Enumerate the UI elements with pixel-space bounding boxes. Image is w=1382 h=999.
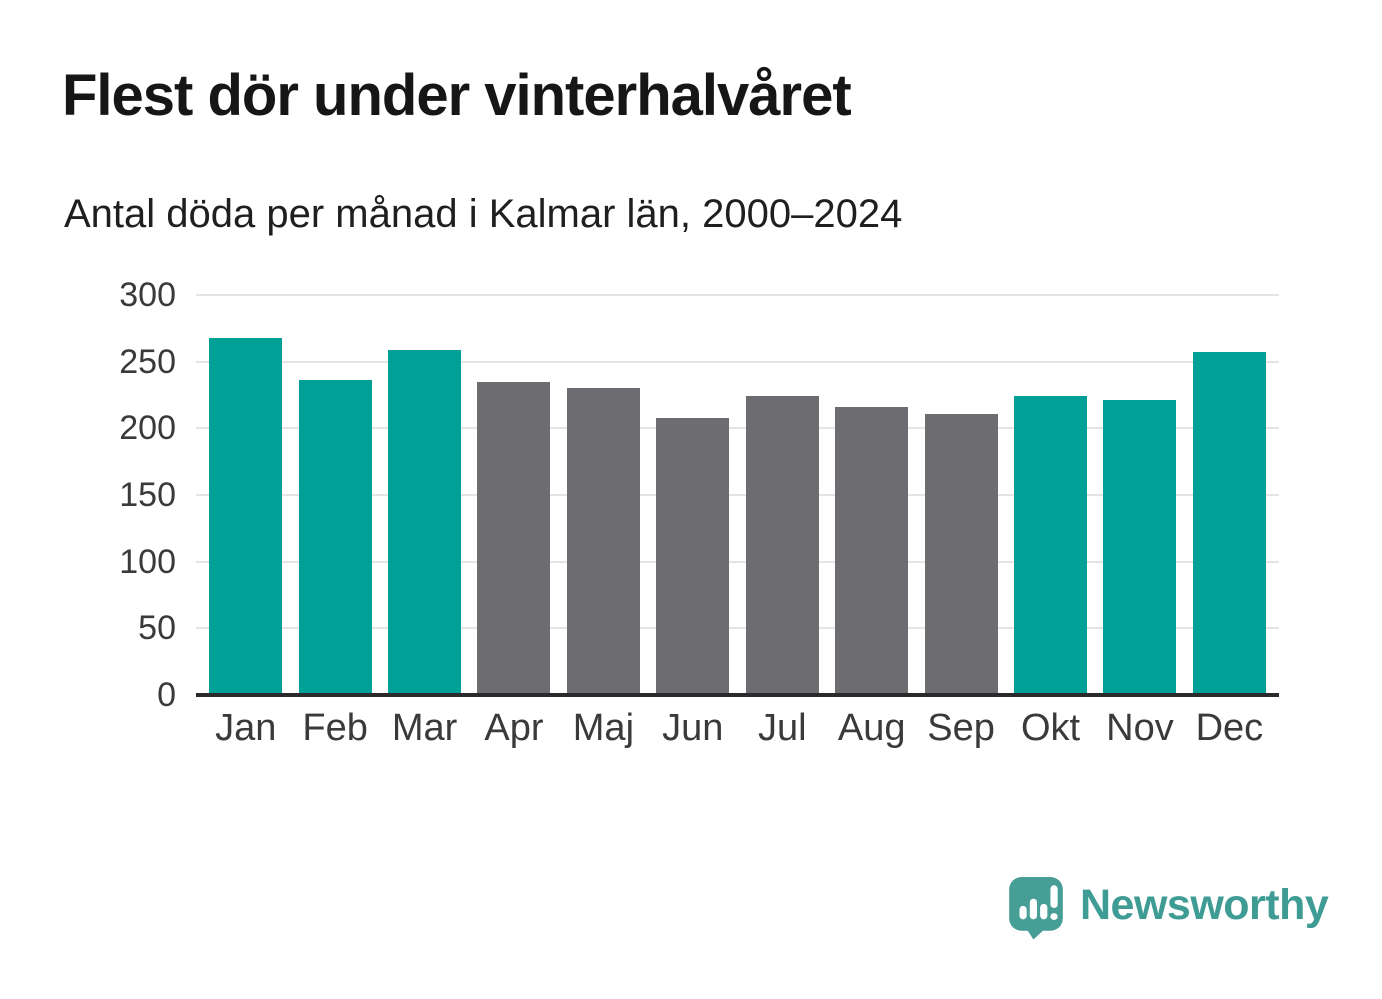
x-tick-label-feb: Feb bbox=[302, 707, 368, 749]
x-tick-label-jan: Jan bbox=[215, 707, 277, 749]
bar-jun bbox=[656, 418, 730, 695]
bar-slot-sep bbox=[916, 295, 1005, 695]
newsworthy-logo: Newsworthy bbox=[1008, 876, 1329, 940]
bar-slot-mar bbox=[380, 295, 469, 695]
y-tick-label-0: 0 bbox=[157, 676, 176, 714]
gridline-150 bbox=[196, 494, 1279, 496]
y-tick-label-50: 50 bbox=[138, 609, 176, 648]
gridline-100 bbox=[196, 560, 1279, 563]
x-tick-label-aug: Aug bbox=[837, 707, 906, 749]
bar-slot-okt bbox=[1006, 295, 1095, 695]
bar-slot-apr bbox=[469, 295, 558, 695]
gridline-200 bbox=[196, 427, 1279, 430]
y-tick-label-150: 150 bbox=[119, 476, 176, 514]
gridline-50 bbox=[196, 627, 1279, 630]
y-tick-label-250: 250 bbox=[119, 342, 176, 381]
x-tick-label-jun: Jun bbox=[662, 707, 724, 749]
x-axis-line bbox=[196, 693, 1279, 697]
x-tick-label-dec: Dec bbox=[1195, 707, 1264, 749]
bar-nov bbox=[1103, 400, 1177, 695]
bar-feb bbox=[298, 380, 372, 695]
bar-okt bbox=[1014, 396, 1087, 695]
bar-slot-aug bbox=[827, 295, 916, 695]
plot-area: 0 50 100 150 200 250 300 Jan Feb Mar Apr Maj Jun Jul A… bbox=[119, 278, 1279, 749]
x-tick-label-apr: Apr bbox=[484, 707, 544, 749]
y-tick-label-300: 300 bbox=[119, 276, 176, 314]
bar-maj bbox=[566, 388, 640, 695]
bar-apr bbox=[477, 382, 551, 695]
y-tick-label-100: 100 bbox=[119, 542, 176, 581]
x-tick-label-okt: Okt bbox=[1020, 707, 1081, 749]
bar-jul bbox=[745, 396, 819, 695]
bar-slot-feb bbox=[290, 295, 379, 695]
newsworthy-logo-text: Newsworthy bbox=[1080, 881, 1329, 929]
x-tick-label-nov: Nov bbox=[1106, 707, 1174, 749]
x-tick-label-jul: Jul bbox=[757, 707, 807, 749]
bar-slot-dec bbox=[1185, 295, 1274, 695]
x-tick-label-maj: Maj bbox=[572, 707, 635, 749]
x-tick-label-mar: Mar bbox=[391, 707, 458, 749]
bar-aug bbox=[835, 407, 909, 695]
newsworthy-chart-bubble-icon bbox=[1009, 877, 1063, 940]
bar-slot-jul bbox=[738, 295, 827, 695]
gridline-300 bbox=[196, 294, 1279, 296]
y-tick-label-200: 200 bbox=[119, 409, 176, 448]
chart-title: Flest dör under vinterhalvåret bbox=[62, 63, 852, 128]
bar-sep bbox=[924, 414, 998, 695]
x-tick-label-sep: Sep bbox=[927, 707, 995, 749]
x-axis-labels: Jan Feb Mar Apr Maj Jun Jul Aug Sep Okt Nov Dec bbox=[196, 707, 1279, 750]
chart-subtitle: Antal döda per månad i Kalmar län, 2000–… bbox=[64, 192, 903, 236]
gridline-250 bbox=[196, 360, 1279, 363]
bar-slot-jun bbox=[648, 295, 737, 695]
bar-dec bbox=[1192, 352, 1266, 695]
bar-jan bbox=[209, 338, 283, 695]
bar-slot-nov bbox=[1095, 295, 1184, 695]
bar-slot-maj bbox=[559, 295, 648, 695]
bar-slot-jan bbox=[201, 295, 290, 695]
bars-row bbox=[196, 295, 1279, 695]
bar-mar bbox=[388, 350, 462, 695]
